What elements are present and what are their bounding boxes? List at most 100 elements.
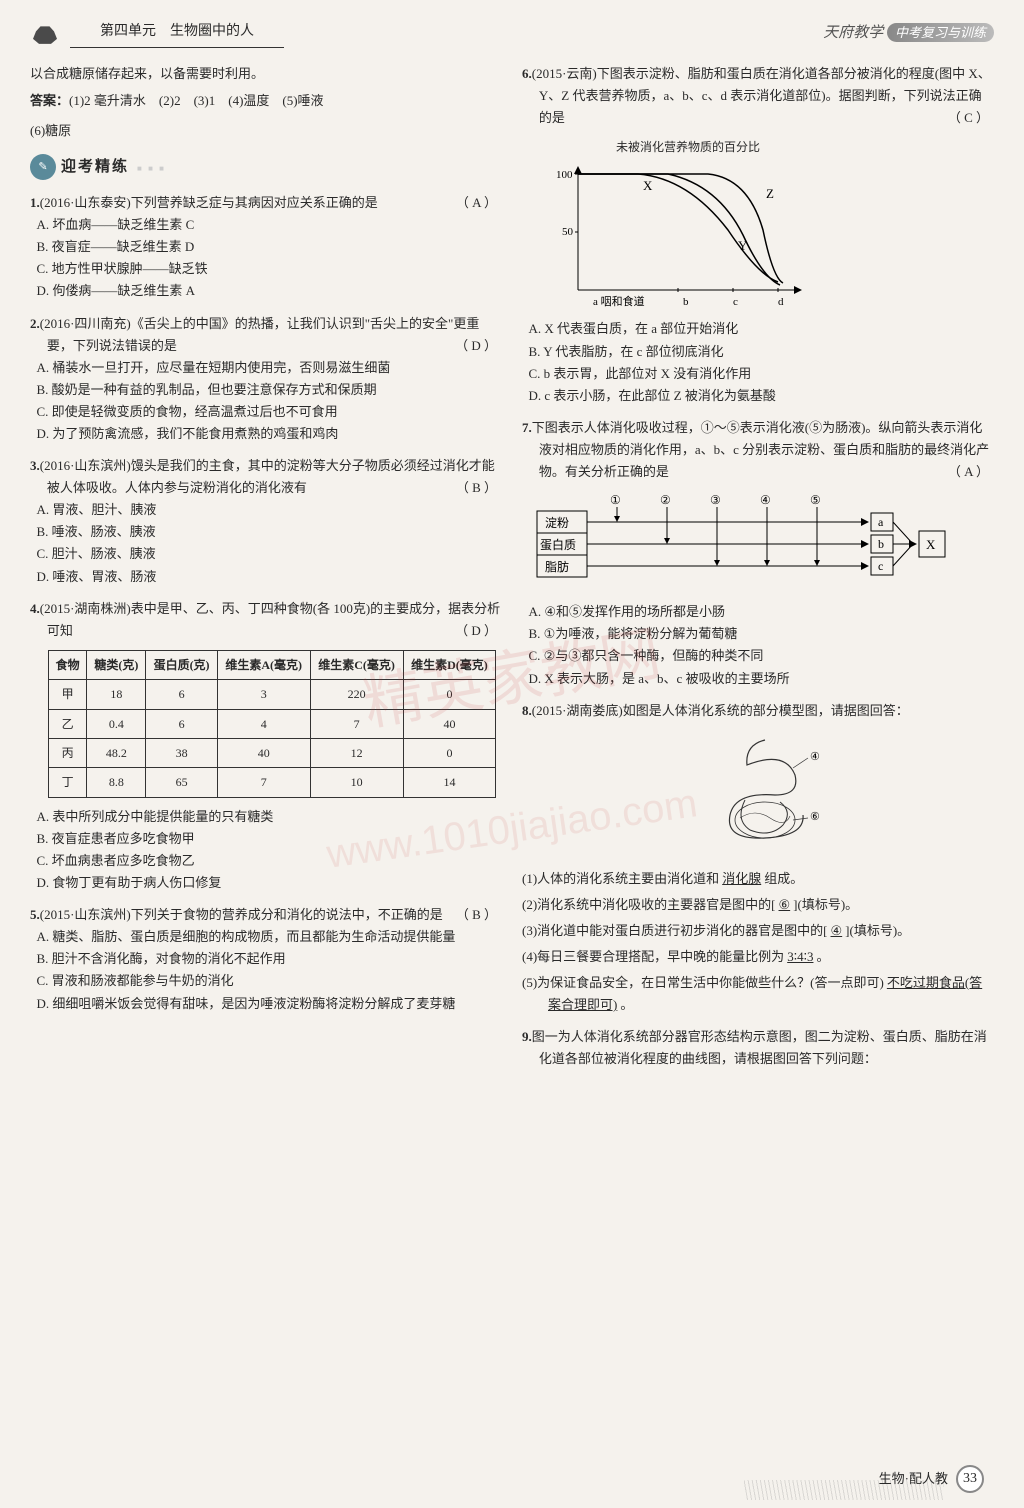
sub-after: ](填标号)。 <box>845 923 910 938</box>
table-cell: 6 <box>146 680 217 709</box>
sub-after: 。 <box>816 949 829 964</box>
table-row: 乙0.464740 <box>49 709 496 738</box>
q3-answer: （ B ） <box>473 477 497 499</box>
q3-opt-c: C. 胆汁、肠液、胰液 <box>33 543 502 565</box>
svg-text:蛋白质: 蛋白质 <box>540 537 576 552</box>
q7-diagram: 淀粉 蛋白质 脂肪 ① ② ③ ④ <box>535 491 994 593</box>
table-row: 丙48.23840120 <box>49 739 496 768</box>
table-cell: 丙 <box>49 739 87 768</box>
q5-text: (2015·山东滨州)下列关于食物的营养成分和消化的说法中，不正确的是 <box>40 907 443 922</box>
table-cell: 0 <box>403 739 496 768</box>
page-header: 第四单元 生物圈中的人 天府教学 中考复习与训练 <box>30 20 994 48</box>
section-title: 迎考精练 <box>61 154 166 180</box>
svg-text:淀粉: 淀粉 <box>545 516 569 530</box>
footer-text: 生物·配人教 <box>879 1468 948 1490</box>
answer-line-2: (6)糖原 <box>30 120 502 142</box>
digestive-system-icon: ④ ⑥ <box>675 730 855 860</box>
q8-sub1: (1)人体的消化系统主要由消化道和消化腺组成。 <box>529 868 995 890</box>
q4-text: (2015·湖南株洲)表中是甲、乙、丙、丁四种食物(各 100克)的主要成分，据… <box>40 601 500 638</box>
q6-stem: 6.(2015·云南)下图表示淀粉、脂肪和蛋白质在消化道各部分被消化的程度(图中… <box>522 63 994 129</box>
blank: 3∶4∶3 <box>784 949 816 964</box>
q5-opt-d: D. 细细咀嚼米饭会觉得有甜味，是因为唾液淀粉酶将淀粉分解成了麦芽糖 <box>33 993 502 1015</box>
svg-text:Z: Z <box>766 186 774 201</box>
unit-title: 第四单元 生物圈中的人 <box>70 20 284 48</box>
q7-answer: （ A ） <box>965 461 989 483</box>
table-cell: 38 <box>146 739 217 768</box>
sub-after: 。 <box>620 997 633 1012</box>
svg-text:X: X <box>926 537 936 552</box>
th-2: 蛋白质(克) <box>146 650 217 679</box>
q3-stem: 3.(2016·山东滨州)馒头是我们的主食，其中的淀粉等大分子物质必须经过消化才… <box>30 455 502 499</box>
q1-answer: （ A ） <box>473 192 497 214</box>
q5-opt-a: A. 糖类、脂肪、蛋白质是细胞的构成物质，而且都能为生命活动提供能量 <box>33 926 502 948</box>
q4-answer: （ D ） <box>472 620 497 642</box>
subtitle-badge: 中考复习与训练 <box>887 23 994 42</box>
table-cell: 48.2 <box>87 739 146 768</box>
sub-n: (1) <box>522 871 537 886</box>
q4-header-row: 食物 糖类(克) 蛋白质(克) 维生素A(毫克) 维生素C(毫克) 维生素D(毫… <box>49 650 496 679</box>
svg-text:c: c <box>733 296 738 308</box>
sub-n: (2) <box>522 897 537 912</box>
q8-sub2: (2)消化系统中消化吸收的主要器官是图中的[⑥](填标号)。 <box>529 894 995 916</box>
table-cell: 3 <box>217 680 310 709</box>
q4-opt-d: D. 食物丁更有助于病人伤口修复 <box>33 872 502 894</box>
svg-text:c: c <box>878 559 883 573</box>
q2-opt-b: B. 酸奶是一种有益的乳制品，但也要注意保存方式和保质期 <box>33 379 502 401</box>
sub-t: 为保证食品安全，在日常生活中你能做些什么？(答一点即可) <box>537 975 884 990</box>
q4-tbody: 甲18632200乙0.464740丙48.23840120丁8.8657101… <box>49 680 496 798</box>
q7-num: 7. <box>522 420 532 435</box>
q2-opt-d: D. 为了预防禽流感，我们不能食用煮熟的鸡蛋和鸡肉 <box>33 423 502 445</box>
q7-text: 下图表示人体消化吸收过程，①～⑤表示消化液(⑤为肠液)。纵向箭头表示消化液对相应… <box>532 420 989 479</box>
q7-opt-b: B. ①为唾液，能将淀粉分解为葡萄糖 <box>525 623 994 645</box>
badge-icon: ✎ <box>30 154 56 180</box>
table-cell: 14 <box>403 768 496 797</box>
page-number: 33 <box>956 1465 984 1493</box>
table-cell: 12 <box>310 739 403 768</box>
svg-text:a: a <box>878 515 884 529</box>
q1-opt-a: A. 坏血病——缺乏维生素 C <box>33 214 502 236</box>
q9-stem: 9.图一为人体消化系统部分器官形态结构示意图，图二为淀粉、蛋白质、脂肪在消化道各… <box>522 1026 994 1070</box>
table-cell: 丁 <box>49 768 87 797</box>
sub-t: 每日三餐要合理搭配，早中晚的能量比例为 <box>537 949 784 964</box>
q6-answer: （ C ） <box>965 107 989 129</box>
table-cell: 40 <box>217 739 310 768</box>
table-row: 丁8.86571014 <box>49 768 496 797</box>
q9-num: 9. <box>522 1029 532 1044</box>
q2-stem: 2.(2016·四川南充)《舌尖上的中国》的热播，让我们认识到"舌尖上的安全"更… <box>30 313 502 357</box>
question-1: 1.(2016·山东泰安)下列营养缺乏症与其病因对应关系正确的是（ A ） A.… <box>30 192 502 302</box>
question-4: 4.(2015·湖南株洲)表中是甲、乙、丙、丁四种食物(各 100克)的主要成分… <box>30 598 502 895</box>
svg-text:⑤: ⑤ <box>810 493 821 507</box>
svg-text:X: X <box>643 178 653 193</box>
table-cell: 8.8 <box>87 768 146 797</box>
q4-thead: 食物 糖类(克) 蛋白质(克) 维生素A(毫克) 维生素C(毫克) 维生素D(毫… <box>49 650 496 679</box>
q3-opt-b: B. 唾液、肠液、胰液 <box>33 521 502 543</box>
answer-values: (1)2 毫升清水 (2)2 (3)1 (4)温度 (5)唾液 <box>69 93 324 108</box>
q7-diagram-svg: 淀粉 蛋白质 脂肪 ① ② ③ ④ <box>535 491 955 586</box>
q4-table: 食物 糖类(克) 蛋白质(克) 维生素A(毫克) 维生素C(毫克) 维生素D(毫… <box>48 650 496 798</box>
q5-answer: （ B ） <box>473 904 497 926</box>
q8-sub5: (5)为保证食品安全，在日常生活中你能做些什么？(答一点即可)不吃过期食品(答案… <box>529 972 995 1016</box>
left-column: 以合成糖原储存起来，以备需要时利用。 答案：(1)2 毫升清水 (2)2 (3)… <box>30 63 502 1081</box>
sub-t: 消化系统中消化吸收的主要器官是图中的[ <box>537 897 775 912</box>
q4-opt-a: A. 表中所列成分中能提供能量的只有糖类 <box>33 806 502 828</box>
q6-chart: 未被消化营养物质的百分比 100 50 X Y <box>548 137 828 310</box>
q5-stem: 5.(2015·山东滨州)下列关于食物的营养成分和消化的说法中，不正确的是（ B… <box>30 904 502 926</box>
q2-opt-a: A. 桶装水一旦打开，应尽量在短期内使用完，否则易滋生细菌 <box>33 357 502 379</box>
table-cell: 40 <box>403 709 496 738</box>
q3-opt-a: A. 胃液、胆汁、胰液 <box>33 499 502 521</box>
q6-text: (2015·云南)下图表示淀粉、脂肪和蛋白质在消化道各部分被消化的程度(图中 X… <box>532 66 991 125</box>
q1-num: 1. <box>30 195 40 210</box>
q7-stem: 7.下图表示人体消化吸收过程，①～⑤表示消化液(⑤为肠液)。纵向箭头表示消化液对… <box>522 417 994 483</box>
q3-num: 3. <box>30 458 40 473</box>
q2-answer: （ D ） <box>472 335 497 357</box>
table-cell: 7 <box>310 709 403 738</box>
question-9: 9.图一为人体消化系统部分器官形态结构示意图，图二为淀粉、蛋白质、脂肪在消化道各… <box>522 1026 994 1070</box>
q7-opt-a: A. ④和⑤发挥作用的场所都是小肠 <box>525 601 994 623</box>
q6-opt-d: D. c 表示小肠，在此部位 Z 被消化为氨基酸 <box>525 385 994 407</box>
question-6: 6.(2015·云南)下图表示淀粉、脂肪和蛋白质在消化道各部分被消化的程度(图中… <box>522 63 994 407</box>
table-cell: 18 <box>87 680 146 709</box>
q8-text: (2015·湖南娄底)如图是人体消化系统的部分模型图，请据图回答： <box>532 703 909 718</box>
question-3: 3.(2016·山东滨州)馒头是我们的主食，其中的淀粉等大分子物质必须经过消化才… <box>30 455 502 588</box>
q1-opt-c: C. 地方性甲状腺肿——缺乏铁 <box>33 258 502 280</box>
table-cell: 0 <box>403 680 496 709</box>
